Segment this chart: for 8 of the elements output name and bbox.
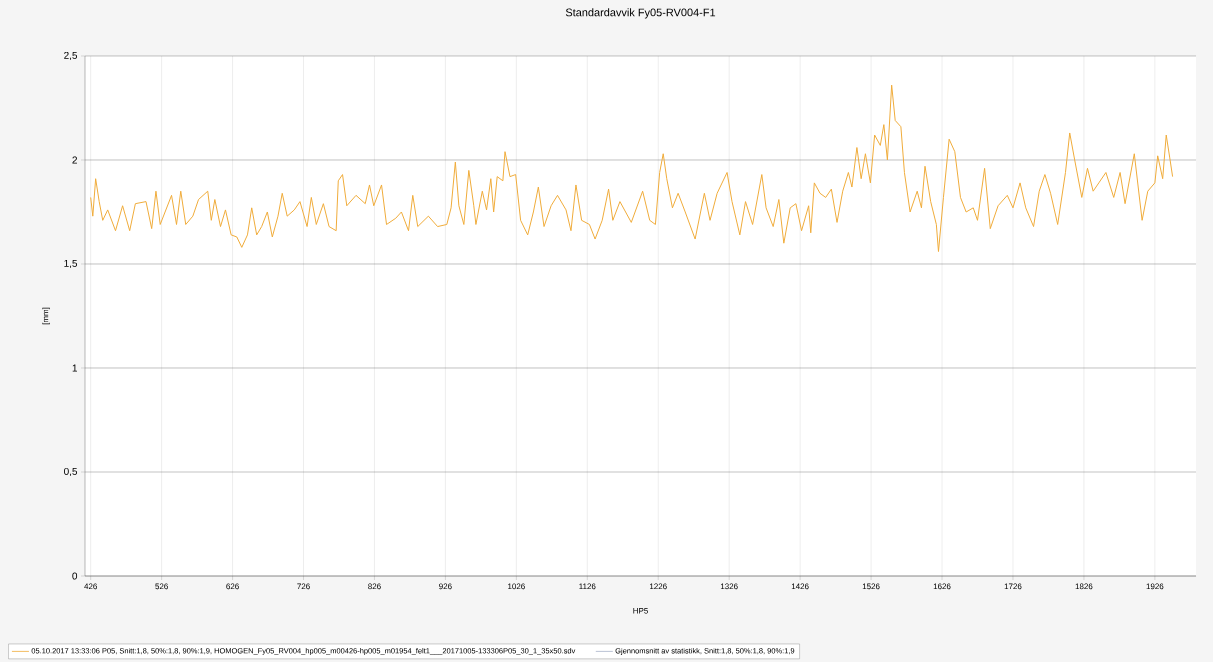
y-tick-label: 1: [72, 364, 77, 372]
chart-title: Standardavvik Fy05-RV004-F1: [565, 8, 716, 19]
y-tick-label: 0: [72, 572, 78, 580]
y-tick-label: 1,5: [64, 259, 78, 269]
y-tick-label: 2: [72, 156, 77, 164]
line-series: [90, 84, 1174, 253]
y-tick-label: 2,5: [64, 51, 78, 61]
y-tick-label: 0,5: [64, 467, 78, 477]
